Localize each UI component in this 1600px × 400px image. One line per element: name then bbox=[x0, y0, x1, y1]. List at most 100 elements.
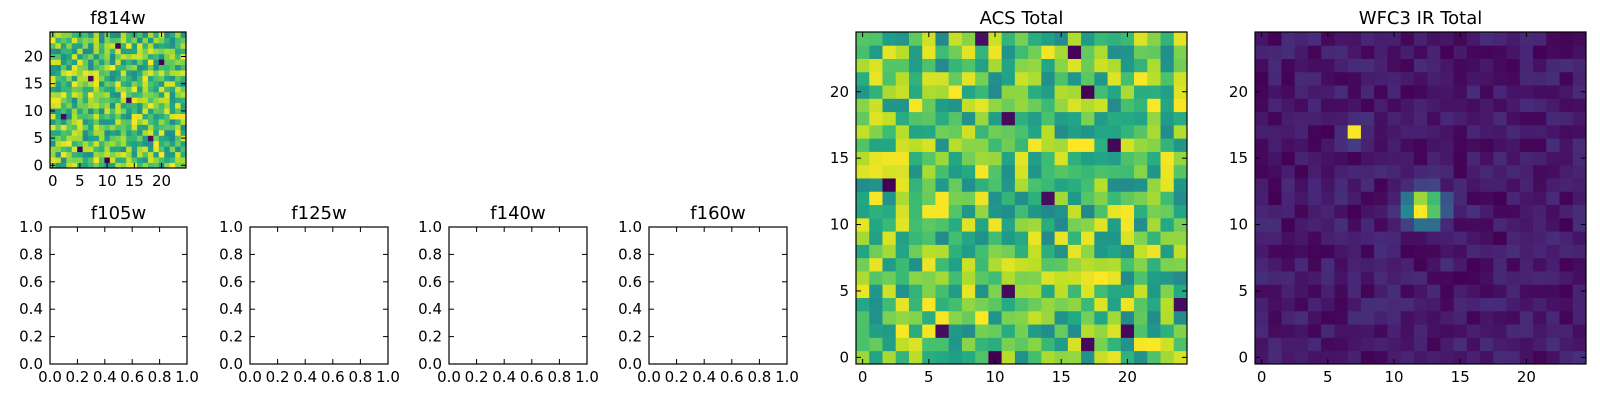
heatmap-cell bbox=[93, 146, 100, 153]
heatmap-cell bbox=[975, 98, 989, 113]
heatmap-cell bbox=[126, 48, 132, 55]
heatmap-cell bbox=[120, 119, 127, 125]
heatmap-cell bbox=[55, 42, 62, 49]
heatmap-cell bbox=[1107, 32, 1122, 46]
heatmap-cell bbox=[1081, 271, 1095, 285]
heatmap-cell bbox=[153, 86, 160, 93]
heatmap-cell bbox=[1107, 45, 1122, 59]
heatmap-cell bbox=[1480, 297, 1494, 312]
x-tick-label: 0.4 bbox=[293, 368, 317, 386]
heatmap-cell bbox=[975, 231, 989, 245]
heatmap-cell bbox=[1160, 324, 1175, 338]
heatmap-cell bbox=[131, 64, 138, 71]
heatmap-cell bbox=[1107, 164, 1122, 179]
heatmap-cell bbox=[147, 37, 154, 44]
heatmap-cell bbox=[1028, 244, 1042, 259]
heatmap-cell bbox=[1347, 204, 1362, 219]
heatmap-cell bbox=[109, 162, 116, 169]
heatmap-cell bbox=[895, 138, 910, 152]
heatmap-cell bbox=[1094, 324, 1108, 338]
heatmap-cell bbox=[1572, 257, 1587, 272]
heatmap-cell bbox=[164, 102, 171, 109]
heatmap-cell bbox=[1081, 151, 1095, 166]
x-tick-label: 1.0 bbox=[175, 368, 199, 386]
heatmap-cell bbox=[856, 244, 870, 259]
heatmap-cell bbox=[1427, 244, 1441, 259]
heatmap-cell bbox=[1067, 45, 1082, 59]
heatmap-cell bbox=[1281, 231, 1296, 245]
heatmap-cell bbox=[93, 102, 100, 109]
heatmap-cell bbox=[158, 129, 165, 136]
heatmap-cells bbox=[856, 32, 1188, 365]
heatmap-cell bbox=[131, 48, 138, 55]
heatmap-cell bbox=[60, 119, 67, 125]
heatmap-cell bbox=[1268, 71, 1282, 86]
heatmap-cell bbox=[1094, 271, 1108, 285]
heatmap-cell bbox=[1334, 71, 1349, 86]
heatmap-cell bbox=[115, 59, 122, 66]
heatmap-cell bbox=[1067, 111, 1082, 126]
heatmap-cell bbox=[1307, 244, 1322, 259]
heatmap-cell bbox=[869, 244, 883, 259]
heatmap-cell bbox=[1028, 71, 1042, 86]
heatmap-cell bbox=[1506, 151, 1521, 166]
heatmap-cell bbox=[1480, 32, 1494, 46]
heatmap-cell bbox=[975, 111, 989, 126]
heatmap-cell bbox=[948, 98, 963, 113]
x-tick-label: 0.0 bbox=[437, 368, 461, 386]
heatmap-cell bbox=[869, 257, 883, 272]
heatmap-cell bbox=[1533, 124, 1547, 139]
heatmap-cell bbox=[147, 91, 154, 98]
heatmap-cell bbox=[180, 124, 187, 131]
axes-frame bbox=[448, 226, 588, 365]
heatmap-cell bbox=[88, 86, 94, 93]
heatmap-cell bbox=[126, 37, 132, 44]
x-tick-label: 0 bbox=[1257, 368, 1267, 386]
heatmap-cell bbox=[1307, 257, 1322, 272]
heatmap-cell bbox=[1321, 217, 1335, 232]
heatmap-cell bbox=[1294, 98, 1309, 113]
heatmap-cell bbox=[988, 164, 1003, 179]
heatmap-cell bbox=[1054, 231, 1069, 245]
heatmap-cell bbox=[1294, 324, 1309, 338]
heatmap-cell bbox=[131, 140, 138, 147]
heatmap-cell bbox=[50, 140, 56, 147]
heatmap-cell bbox=[104, 48, 111, 55]
heatmap-cell bbox=[1147, 45, 1161, 59]
heatmap-cell bbox=[1107, 284, 1122, 298]
heatmap-cell bbox=[1134, 297, 1148, 312]
heatmap-cell bbox=[1134, 244, 1148, 259]
heatmap-cell bbox=[93, 135, 100, 142]
heatmap-cell bbox=[66, 32, 73, 38]
heatmap-cell bbox=[1400, 284, 1415, 298]
heatmap-cell bbox=[88, 70, 94, 76]
heatmap-cell bbox=[60, 86, 67, 93]
heatmap-cell bbox=[131, 70, 138, 76]
heatmap-cell bbox=[1334, 204, 1349, 219]
heatmap-cell bbox=[882, 71, 897, 86]
heatmap-cell bbox=[1480, 217, 1494, 232]
heatmap-cell bbox=[66, 157, 73, 163]
heatmap-cell bbox=[147, 42, 154, 49]
heatmap-cell bbox=[98, 102, 105, 109]
heatmap-cell bbox=[1413, 310, 1428, 325]
heatmap-cell bbox=[1453, 231, 1468, 245]
heatmap-cell bbox=[1559, 151, 1574, 166]
heatmap-cell bbox=[1533, 98, 1547, 113]
heatmap-cell bbox=[935, 178, 950, 192]
heatmap-cell bbox=[1094, 284, 1108, 298]
heatmap-cell bbox=[1466, 257, 1481, 272]
heatmap-cell bbox=[948, 85, 963, 99]
heatmap-cell bbox=[1120, 58, 1135, 73]
heatmap-cell bbox=[126, 135, 132, 142]
heatmap-cell bbox=[98, 75, 105, 82]
heatmap-cell bbox=[1321, 324, 1335, 338]
heatmap-cell bbox=[1360, 138, 1375, 152]
heatmap-cell bbox=[88, 75, 94, 82]
heatmap-cell bbox=[856, 297, 870, 312]
heatmap-cell bbox=[1173, 257, 1188, 272]
heatmap-cell bbox=[1493, 45, 1507, 59]
heatmap-cell bbox=[104, 157, 111, 163]
heatmap-cell bbox=[869, 231, 883, 245]
heatmap-cell bbox=[1173, 337, 1188, 352]
